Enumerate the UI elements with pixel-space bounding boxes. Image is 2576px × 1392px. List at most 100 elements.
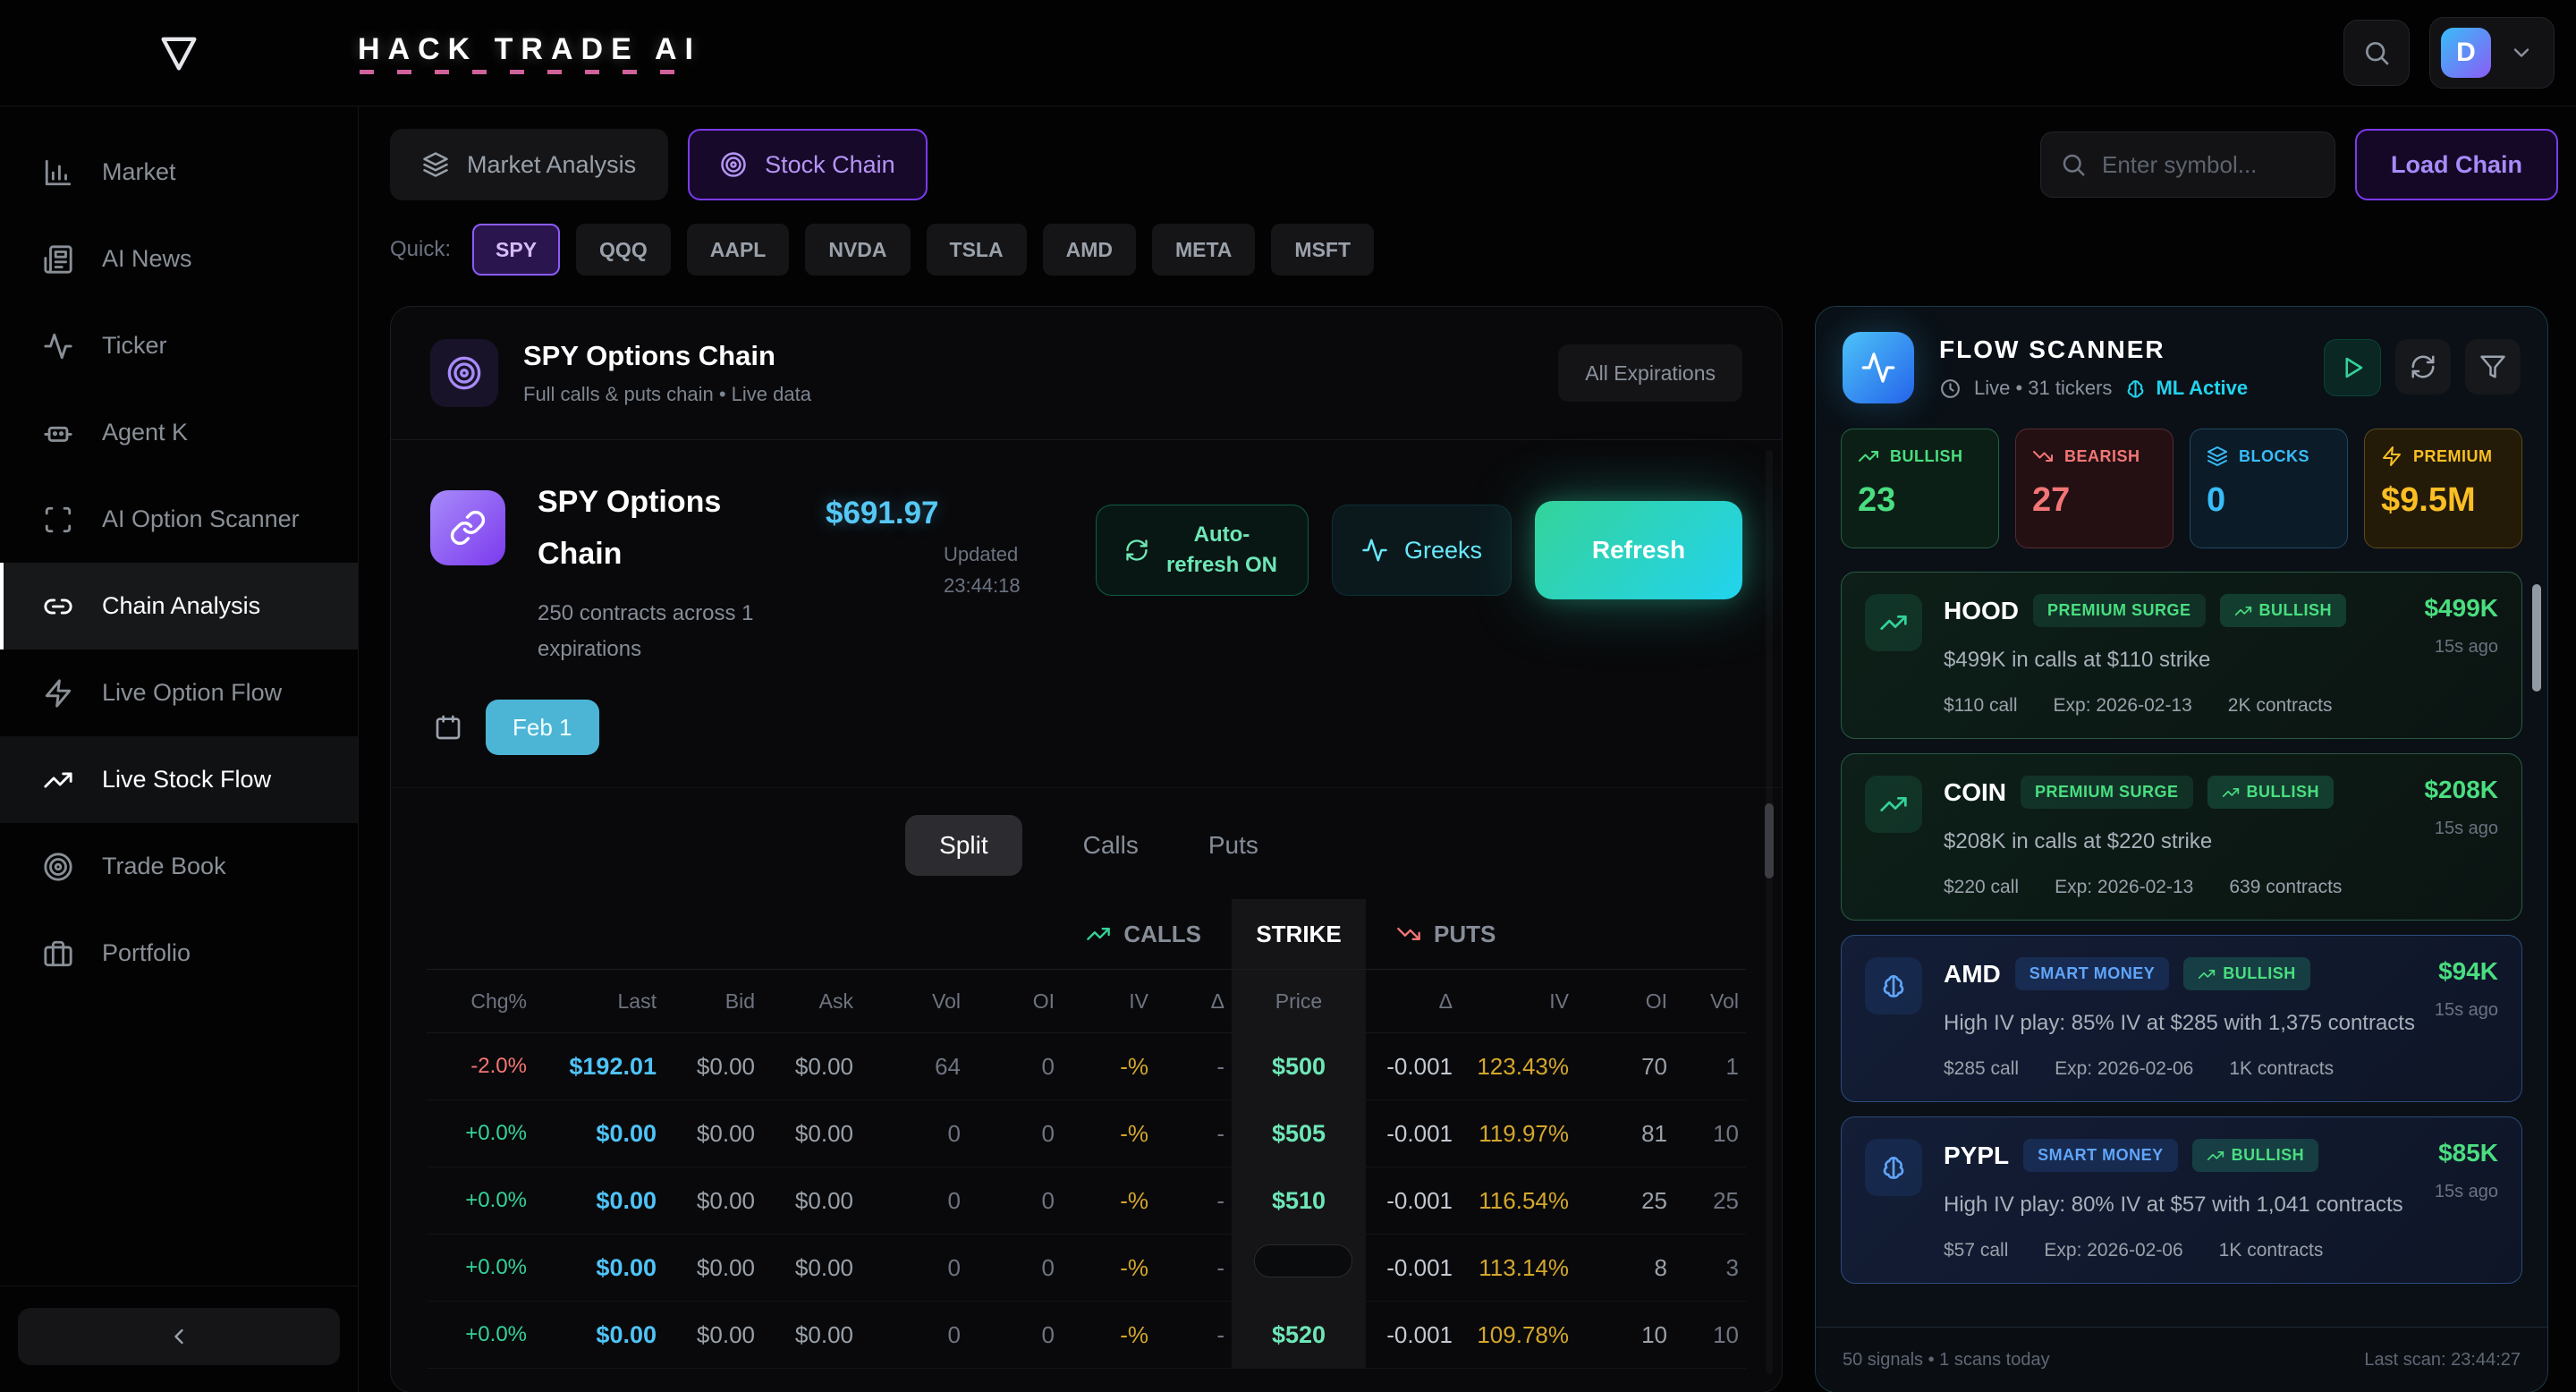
premium-surge-badge: PREMIUM SURGE xyxy=(2033,594,2206,627)
cell-put-oi: 81 xyxy=(1641,1119,1667,1147)
brain-icon xyxy=(1883,975,1904,997)
signal-card-coin[interactable]: COIN PREMIUM SURGE BULLISH $208K in call… xyxy=(1841,753,2522,921)
quick-chip-aapl[interactable]: AAPL xyxy=(686,224,790,276)
quick-chip-amd[interactable]: AMD xyxy=(1042,224,1136,276)
flow-scanner-titles: FLOW SCANNER Live • 31 tickers ML Active xyxy=(1939,335,2248,400)
sidebar: Market AI News Ticker Agent K AI Option … xyxy=(0,106,359,1392)
cell-put-vol: 10 xyxy=(1713,1119,1739,1147)
signal-body: COIN PREMIUM SURGE BULLISH $208K in call… xyxy=(1944,776,2408,898)
sidebar-item-live-stock-flow[interactable]: Live Stock Flow xyxy=(0,736,358,823)
tab-market-analysis[interactable]: Market Analysis xyxy=(390,129,669,200)
signal-contracts-count: 1K contracts xyxy=(2229,1058,2334,1079)
tab-puts[interactable]: Puts xyxy=(1199,815,1267,876)
options-scrollbar-thumb[interactable] xyxy=(1765,803,1774,878)
stat-value: $9.5M xyxy=(2381,481,2476,519)
sidebar-item-market[interactable]: Market xyxy=(0,129,358,216)
header-search-button[interactable] xyxy=(2343,20,2410,86)
cell-iv: -% xyxy=(1120,1253,1148,1281)
view-tabs: Split Calls Puts xyxy=(391,787,1782,899)
cell-oi: 0 xyxy=(1041,1320,1055,1348)
tab-stock-chain[interactable]: Stock Chain xyxy=(688,129,928,200)
options-table: CALLS STRIKE PUTS Chg% Last Bid Ask Vo xyxy=(391,899,1782,1369)
sidebar-item-live-option-flow[interactable]: Live Option Flow xyxy=(0,649,358,736)
sidebar-item-ai-option-scanner[interactable]: AI Option Scanner xyxy=(0,476,358,563)
updated-label: Updated xyxy=(944,543,1019,565)
scanner-play-button[interactable] xyxy=(2324,339,2381,396)
user-menu[interactable]: D xyxy=(2429,17,2555,89)
cell-oi: 0 xyxy=(1041,1186,1055,1214)
scanner-refresh-button[interactable] xyxy=(2395,339,2451,395)
greeks-button[interactable]: Greeks xyxy=(1331,505,1512,596)
signal-card-amd[interactable]: AMD SMART MONEY BULLISH High IV play: 85… xyxy=(1841,935,2522,1102)
sidebar-item-label: Portfolio xyxy=(102,939,191,966)
quick-chip-nvda[interactable]: NVDA xyxy=(805,224,911,276)
scanner-filter-button[interactable] xyxy=(2465,339,2521,395)
flow-scrollbar-thumb[interactable] xyxy=(2532,584,2541,692)
quick-chip-tsla[interactable]: TSLA xyxy=(926,224,1027,276)
sidebar-item-chain-analysis[interactable]: Chain Analysis xyxy=(0,563,358,649)
stat-bearish[interactable]: BEARISH 27 xyxy=(2015,429,2174,548)
load-chain-button[interactable]: Load Chain xyxy=(2355,129,2558,200)
symbol-input[interactable] xyxy=(2040,132,2335,198)
tab-split[interactable]: Split xyxy=(905,815,1022,876)
calls-group-header: CALLS xyxy=(427,921,1232,948)
stat-premium[interactable]: PREMIUM $9.5M xyxy=(2364,429,2522,548)
table-row[interactable]: -2.0% $192.01 $0.00 $0.00 64 0 -% - $500… xyxy=(427,1033,1746,1100)
refresh-icon xyxy=(2411,355,2435,378)
col-header: OI xyxy=(1032,989,1055,1013)
load-chain-label: Load Chain xyxy=(2391,150,2522,178)
cell-bid: $0.00 xyxy=(696,1052,755,1080)
sidebar-item-agent-k[interactable]: Agent K xyxy=(0,389,358,476)
sidebar-item-label: Agent K xyxy=(102,419,189,446)
signal-card-hood[interactable]: HOOD PREMIUM SURGE BULLISH $499K in call… xyxy=(1841,572,2522,739)
options-chain-panel: SPY Options Chain Full calls & puts chai… xyxy=(390,306,1783,1392)
options-scrollbar-track[interactable] xyxy=(1766,450,1773,1374)
stat-bullish[interactable]: BULLISH 23 xyxy=(1841,429,1999,548)
signal-time: 15s ago xyxy=(2434,637,2498,657)
refresh-button[interactable]: Refresh xyxy=(1535,501,1742,599)
panel-subtitle: Full calls & puts chain • Live data xyxy=(523,383,811,405)
all-expirations-button[interactable]: All Expirations xyxy=(1558,344,1742,402)
mode-toolbar: Market Analysis Stock Chain Load Chain xyxy=(390,129,2558,200)
signal-card-pypl[interactable]: PYPL SMART MONEY BULLISH High IV play: 8… xyxy=(1841,1116,2522,1284)
puts-label: PUTS xyxy=(1434,920,1496,947)
signal-icon-badge xyxy=(1865,1139,1922,1196)
cell-put-delta: -0.001 xyxy=(1386,1253,1453,1281)
flow-scanner-header: FLOW SCANNER Live • 31 tickers ML Active xyxy=(1816,307,2547,425)
table-row[interactable]: +0.0% $0.00 $0.00 $0.00 0 0 -% - $520 -0… xyxy=(427,1302,1746,1369)
cell-iv: -% xyxy=(1120,1186,1148,1214)
trending-up-icon xyxy=(1859,451,1878,462)
signals-count: 50 signals • 1 scans today xyxy=(1843,1349,2050,1370)
flow-scanner-meta: Live • 31 tickers ML Active xyxy=(1939,377,2248,400)
scan-icon xyxy=(45,506,72,532)
badge-label: PREMIUM SURGE xyxy=(2035,783,2179,801)
newspaper-icon xyxy=(44,244,72,274)
table-row[interactable]: +0.0% $0.00 $0.00 $0.00 0 0 -% - $510 -0… xyxy=(427,1167,1746,1235)
sidebar-item-portfolio[interactable]: Portfolio xyxy=(0,910,358,997)
table-row[interactable]: +0.0% $0.00 $0.00 $0.00 0 0 -% - $505 -0… xyxy=(427,1100,1746,1167)
logo[interactable] xyxy=(0,30,358,76)
zap-icon xyxy=(2383,446,2401,466)
quick-chip-msft[interactable]: MSFT xyxy=(1271,224,1375,276)
signal-value: $499K xyxy=(2424,594,2498,622)
signal-expiry: Exp: 2026-02-13 xyxy=(2053,695,2192,716)
sidebar-item-trade-book[interactable]: Trade Book xyxy=(0,823,358,910)
expiration-label: Feb 1 xyxy=(513,713,572,741)
expiration-chip[interactable]: Feb 1 xyxy=(486,700,599,755)
signal-contract: $57 call xyxy=(1944,1240,2009,1260)
flow-scanner-actions xyxy=(2324,339,2521,396)
stat-blocks[interactable]: BLOCKS 0 xyxy=(2190,429,2348,548)
trending-up-icon xyxy=(2222,787,2239,797)
trending-up-icon xyxy=(2234,606,2251,615)
sidebar-item-ai-news[interactable]: AI News xyxy=(0,216,358,302)
quick-chip-meta[interactable]: META xyxy=(1151,224,1256,276)
auto-refresh-toggle[interactable]: Auto-refresh ON xyxy=(1095,505,1309,596)
sidebar-item-ticker[interactable]: Ticker xyxy=(0,302,358,389)
cell-delta: - xyxy=(1216,1186,1224,1214)
quick-chip-spy[interactable]: SPY xyxy=(472,224,561,276)
strike-group-header: STRIKE xyxy=(1232,899,1366,969)
table-row[interactable]: +0.0% $0.00 $0.00 $0.00 0 0 -% - $515 -0… xyxy=(427,1235,1746,1302)
sidebar-collapse-button[interactable] xyxy=(18,1308,340,1365)
quick-chip-qqq[interactable]: QQQ xyxy=(576,224,671,276)
tab-calls[interactable]: Calls xyxy=(1074,815,1148,876)
